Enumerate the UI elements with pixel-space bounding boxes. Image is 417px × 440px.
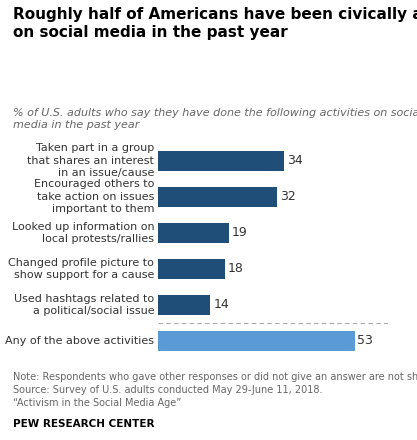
Text: Note: Respondents who gave other responses or did not give an answer are not sho: Note: Respondents who gave other respons… (13, 372, 417, 408)
Text: Roughly half of Americans have been civically active
on social media in the past: Roughly half of Americans have been civi… (13, 7, 417, 40)
Text: Encouraged others to
take action on issues
important to them: Encouraged others to take action on issu… (34, 180, 154, 214)
Text: 32: 32 (280, 190, 296, 203)
Text: Any of the above activities: Any of the above activities (5, 336, 154, 346)
Text: 18: 18 (228, 262, 244, 275)
Text: 53: 53 (357, 334, 373, 348)
Text: Taken part in a group
that shares an interest
in an issue/cause: Taken part in a group that shares an int… (28, 143, 154, 178)
Bar (158, 187, 277, 207)
Text: PEW RESEARCH CENTER: PEW RESEARCH CENTER (13, 419, 154, 429)
Text: Changed profile picture to
show support for a cause: Changed profile picture to show support … (8, 258, 154, 280)
Bar (158, 295, 210, 315)
Text: Used hashtags related to
a political/social issue: Used hashtags related to a political/soc… (14, 293, 154, 316)
Bar (158, 223, 229, 243)
Text: 19: 19 (232, 226, 247, 239)
Bar (158, 259, 225, 279)
Text: Looked up information on
local protests/rallies: Looked up information on local protests/… (12, 222, 154, 244)
Text: 14: 14 (213, 298, 229, 312)
Text: % of U.S. adults who say they have done the following activities on social
media: % of U.S. adults who say they have done … (13, 108, 417, 130)
Text: 34: 34 (287, 154, 303, 167)
Bar (158, 151, 284, 171)
Bar (158, 331, 354, 351)
